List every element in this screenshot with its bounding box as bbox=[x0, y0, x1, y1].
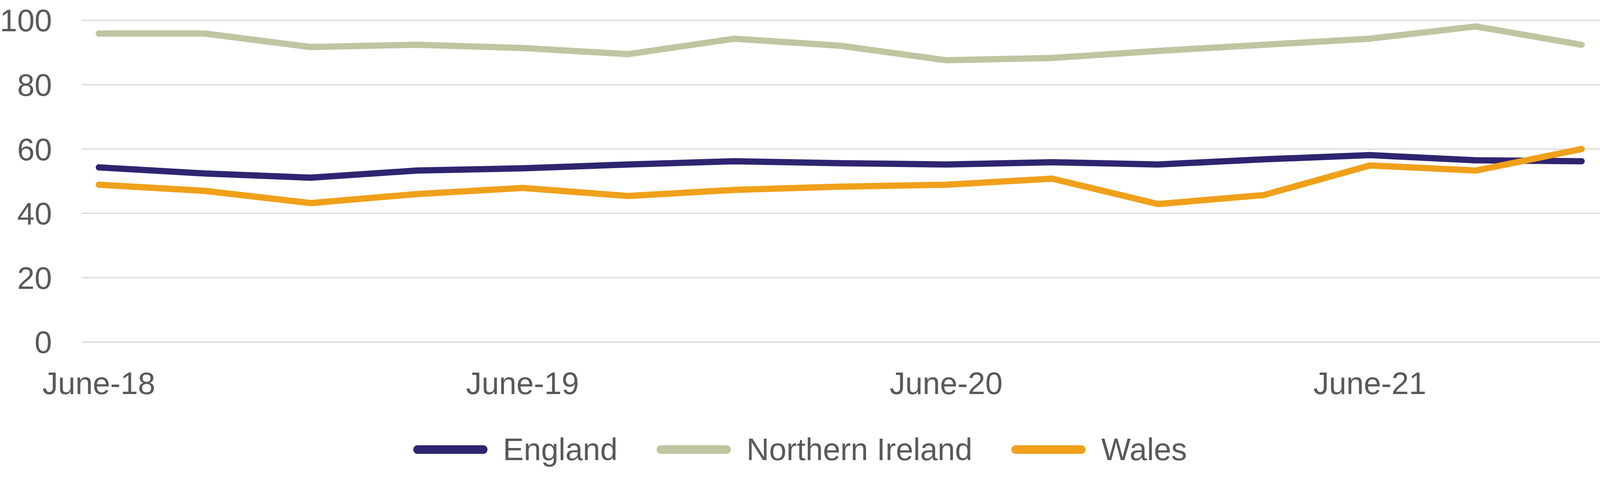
svg-text:20: 20 bbox=[17, 260, 52, 296]
svg-text:June-21: June-21 bbox=[1313, 365, 1427, 401]
html-text:Northern Ireland: Northern Ireland bbox=[746, 431, 973, 467]
svg-text:60: 60 bbox=[17, 132, 52, 167]
svg-text:June-19: June-19 bbox=[466, 365, 579, 401]
svg-text:June-18: June-18 bbox=[42, 365, 156, 401]
svg-text:0: 0 bbox=[34, 324, 53, 360]
svg-text:80: 80 bbox=[17, 67, 52, 103]
html-text:Wales: Wales bbox=[1101, 431, 1187, 467]
svg-text:100: 100 bbox=[3, 3, 52, 38]
svg-text:40: 40 bbox=[17, 196, 52, 231]
html-text:England: England bbox=[502, 431, 618, 467]
svg-text:June-20: June-20 bbox=[889, 365, 1003, 401]
